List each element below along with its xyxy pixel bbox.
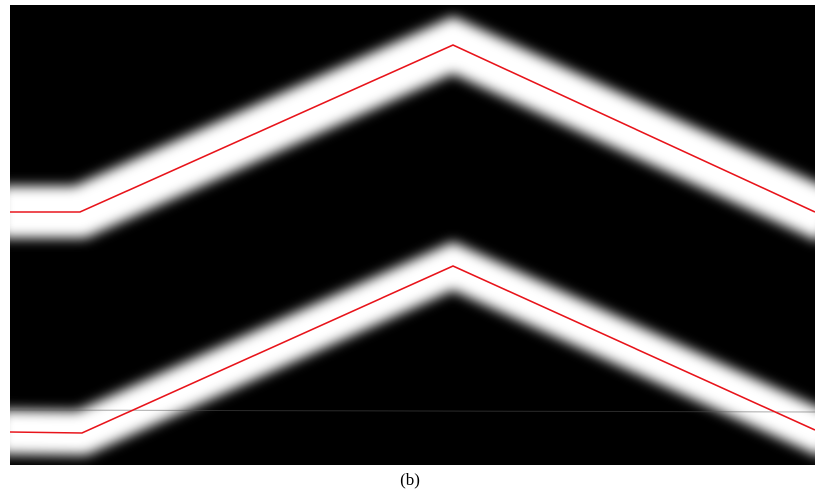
figure-panel — [0, 0, 815, 468]
figure-caption: (b) — [0, 470, 815, 490]
page: (b) (() => { const data = JSON.parse(doc… — [0, 0, 815, 498]
